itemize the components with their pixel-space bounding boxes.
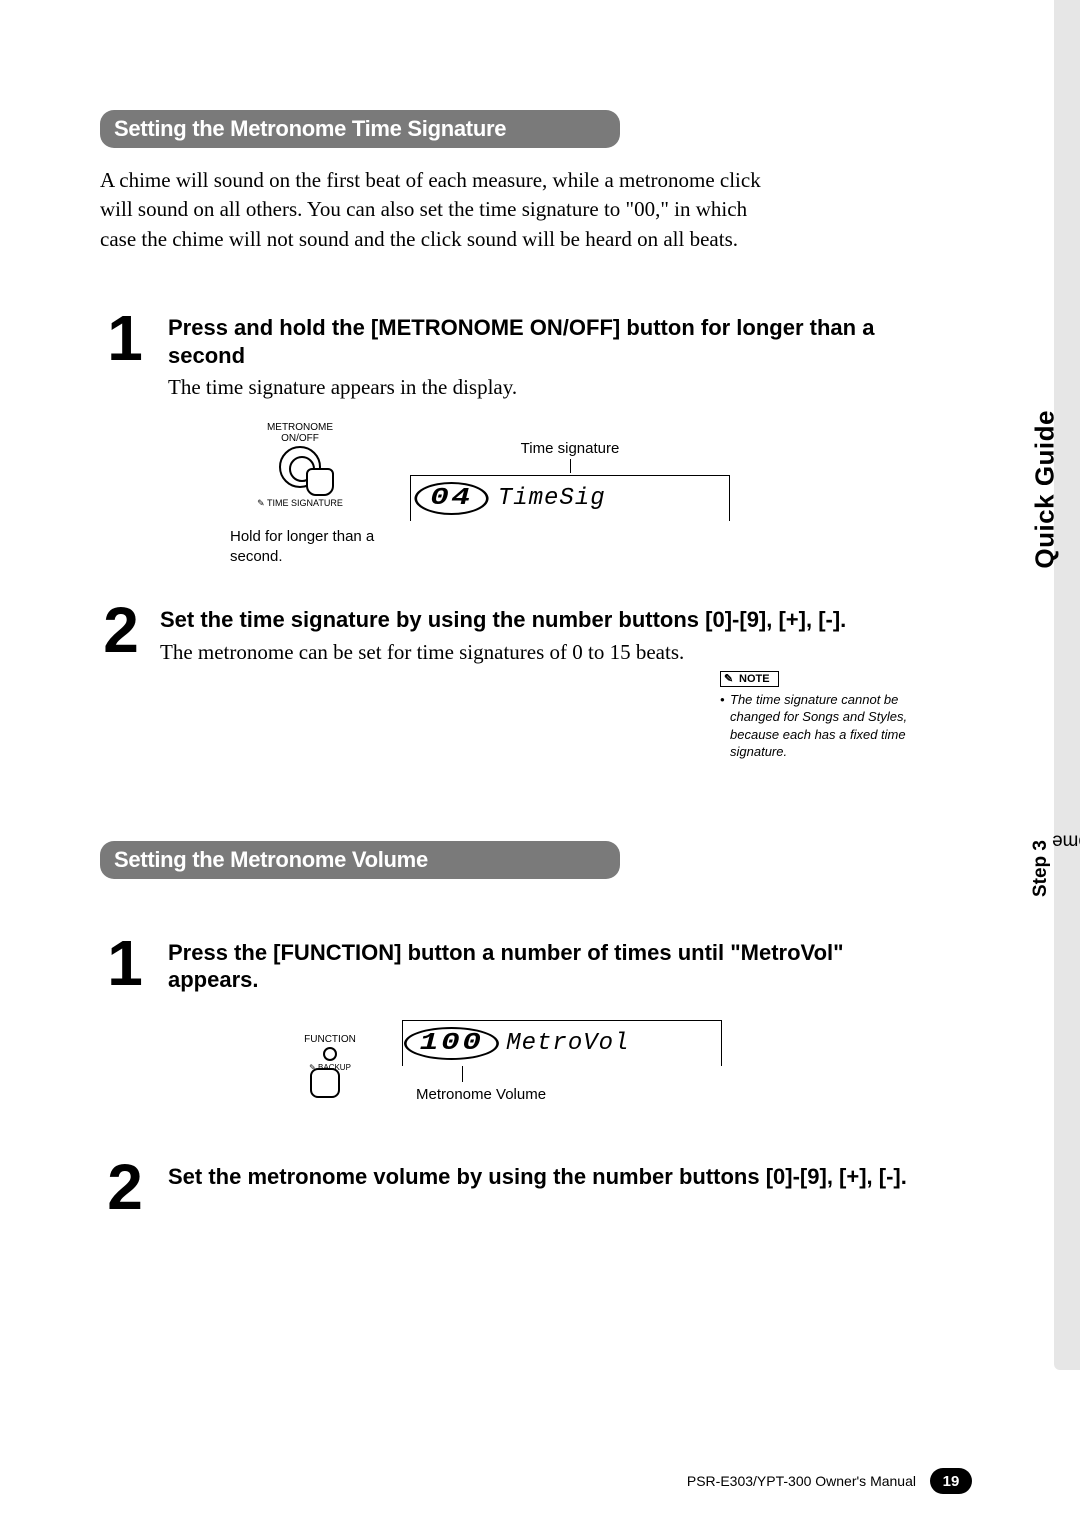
figure-metronome-button-lcd: METRONOME ON/OFF TIME SIGNATURE Hold for… xyxy=(220,422,920,566)
note-text: The time signature cannot be changed for… xyxy=(720,691,920,761)
step1-title: Press and hold the [METRONOME ON/OFF] bu… xyxy=(168,314,920,369)
section-heading-timesig: Setting the Metronome Time Signature xyxy=(100,110,620,148)
hold-instruction: Hold for longer than a second. xyxy=(230,527,380,566)
lcd-display-metrovol: 100 MetroVol Metronome Volume xyxy=(402,1020,722,1103)
step-number: 2 xyxy=(100,606,142,654)
lcd-caption-below: Metronome Volume xyxy=(416,1086,722,1103)
hand-press-icon xyxy=(310,1068,340,1098)
section1-step2: 2 Set the time signature by using the nu… xyxy=(100,606,920,761)
page-content: Setting the Metronome Time Signature A c… xyxy=(0,0,1000,1526)
button-top-label: METRONOME ON/OFF xyxy=(220,422,380,444)
hand-press-icon xyxy=(306,468,334,496)
figure-function-button-lcd: FUNCTION BACKUP 100 MetroVol Metronome V… xyxy=(280,1020,920,1103)
function-button-icon xyxy=(323,1047,337,1061)
lcd-name: MetroVol xyxy=(506,1030,629,1057)
section-heading-volume: Setting the Metronome Volume xyxy=(100,841,620,879)
side-step-label: Step 3 Play With The Metronome xyxy=(1030,840,1052,897)
lcd-caption: Time signature xyxy=(410,440,730,457)
section1-intro: A chime will sound on the first beat of … xyxy=(100,166,780,254)
backup-label: BACKUP xyxy=(280,1063,380,1072)
step1-desc: The time signature appears in the displa… xyxy=(168,375,920,400)
lcd-value: 04 xyxy=(414,482,488,515)
sec2-step2-title: Set the metronome volume by using the nu… xyxy=(168,1163,920,1191)
section1-step1: 1 Press and hold the [METRONOME ON/OFF] … xyxy=(100,314,920,400)
button-bottom-label: TIME SIGNATURE xyxy=(220,498,380,509)
page-footer: PSR-E303/YPT-300 Owner's Manual 19 xyxy=(0,1468,1000,1494)
thumb-index-tab xyxy=(1054,0,1080,1370)
side-quick-guide: Quick Guide xyxy=(1030,410,1061,569)
page-number: 19 xyxy=(930,1468,972,1494)
lcd-value: 100 xyxy=(404,1027,499,1060)
note-box: NOTE The time signature cannot be change… xyxy=(720,669,920,761)
function-button-diagram: FUNCTION BACKUP xyxy=(280,1020,380,1098)
step2-desc: The metronome can be set for time signat… xyxy=(160,640,920,665)
metronome-button-diagram: METRONOME ON/OFF TIME SIGNATURE Hold for… xyxy=(220,422,380,566)
step2-title: Set the time signature by using the numb… xyxy=(160,606,920,634)
function-label: FUNCTION xyxy=(280,1034,380,1045)
section2-step1: 1 Press the [FUNCTION] button a number o… xyxy=(100,939,920,994)
note-tag: NOTE xyxy=(720,671,779,687)
side-labels: Quick Guide Step 3 Play With The Metrono… xyxy=(1018,200,1042,1100)
step-number: 2 xyxy=(100,1163,150,1211)
lcd-display-timesig: Time signature 04 TimeSig xyxy=(410,440,730,521)
step-number: 1 xyxy=(100,939,150,987)
manual-title: PSR-E303/YPT-300 Owner's Manual xyxy=(687,1473,916,1489)
step-number: 1 xyxy=(100,314,150,362)
section2-step2: 2 Set the metronome volume by using the … xyxy=(100,1163,920,1211)
lcd-name: TimeSig xyxy=(498,485,606,512)
sec2-step1-title: Press the [FUNCTION] button a number of … xyxy=(168,939,920,994)
